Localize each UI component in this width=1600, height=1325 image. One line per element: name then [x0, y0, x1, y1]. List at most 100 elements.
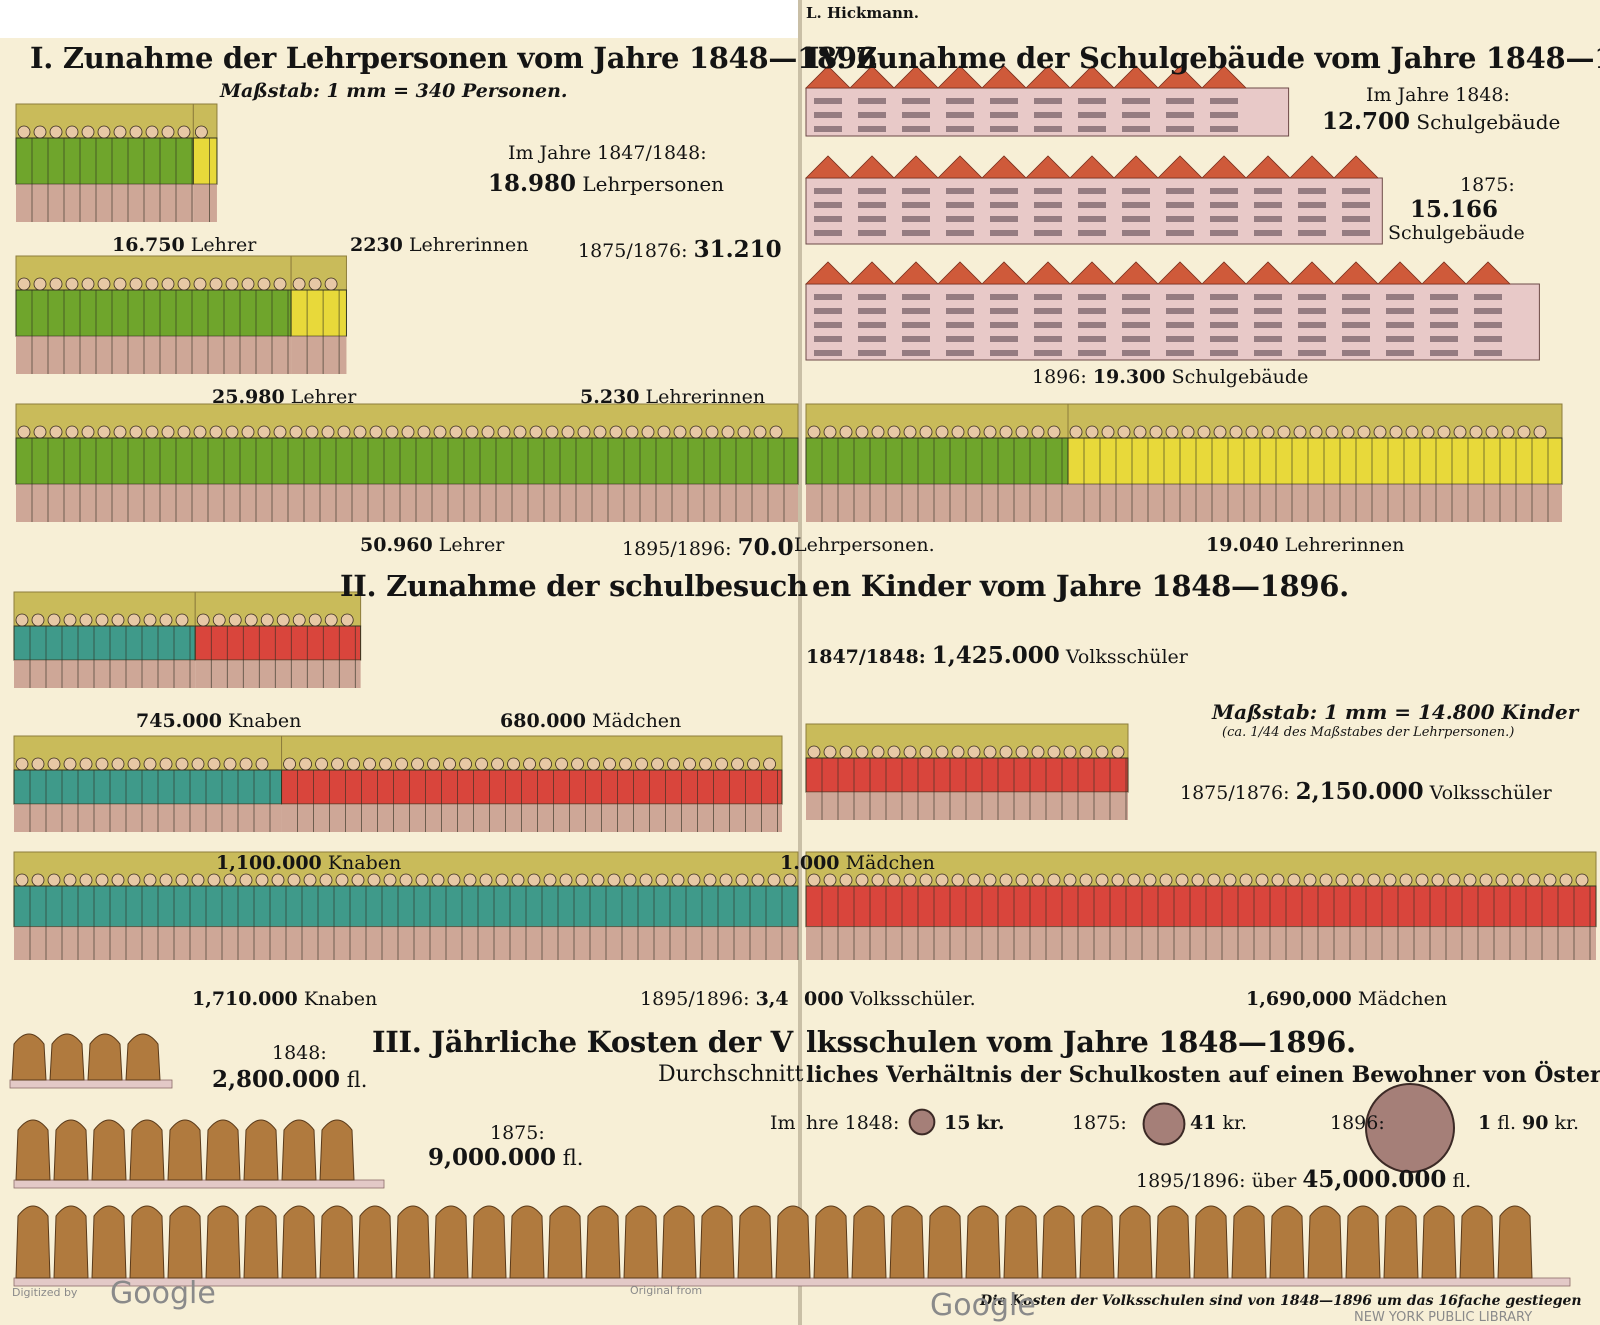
teachers-1895/1896-men: [15, 403, 799, 522]
pupils-1875/1876-girls-cont: [805, 723, 1129, 820]
teachers-1895/1896-men-figure: [49, 425, 63, 439]
pupils-1847/1848-girls-figure: [340, 613, 354, 627]
pupils-1895/1896-girls-figure: [1527, 873, 1541, 887]
teachers-1847/1848-men-figure: [49, 125, 63, 139]
teachers-1875/1876-men-figure: [225, 277, 239, 291]
teachers-1847/1848-men-figure: [177, 125, 191, 139]
buildings-1896-roof: [1465, 261, 1511, 285]
teachers-1875/1876-women-figure: [292, 277, 306, 291]
pupils-1875/1876-boys-figure: [143, 757, 157, 771]
t1848-women-label: 2230 Lehrerinnen: [350, 234, 529, 256]
buildings-1848-window: [1166, 98, 1194, 104]
pupils-1847/1848-boys-figure: [63, 613, 77, 627]
buildings-1848-window: [946, 126, 974, 132]
pupils-1895/1896-boys-figure: [671, 873, 685, 887]
buildings-1896-window: [1210, 308, 1238, 314]
pupils-1895/1896-boys-figure: [751, 873, 765, 887]
pupils-1895/1896-boys-figure: [783, 873, 797, 887]
buildings-1896-window: [1078, 308, 1106, 314]
costs-1895/1896-sack: [1193, 1205, 1229, 1279]
buildings-1848-roof: [937, 65, 983, 89]
buildings-1896-roof: [1113, 261, 1159, 285]
buildings-1875-window: [858, 230, 886, 236]
buildings-1896-window: [990, 336, 1018, 342]
pupils-1895/1896-girls-figure: [1255, 873, 1269, 887]
pupils-1875/1876-boys-figure: [191, 757, 205, 771]
pupils-1875/1876-girls-cont-figure: [1063, 745, 1077, 759]
buildings-1896-window: [858, 294, 886, 300]
pupils-1875/1876-girls-cont-figure: [983, 745, 997, 759]
teachers-1895/1896-women-figure: [1069, 425, 1083, 439]
costs-1895/1896-sack: [1079, 1205, 1115, 1279]
buildings-1896-window: [902, 350, 930, 356]
costs-1895/1896-shelf: [13, 1277, 1571, 1287]
pupils-1895/1896-girls-figure: [1351, 873, 1365, 887]
p1896-total: 1895/1896: 3,4: [640, 988, 789, 1010]
buildings-1848-window: [1210, 98, 1238, 104]
costs-1895/1896-sack: [889, 1205, 925, 1279]
pupils-1875/1876-girls-figure: [507, 757, 520, 771]
buildings-1875-roof: [893, 155, 939, 179]
costs-1895/1896-sack: [775, 1205, 811, 1279]
pupils-1875/1876-girls-cont-figure: [839, 745, 853, 759]
buildings-1896-window: [814, 308, 842, 314]
teachers-1895/1896-men-figure: [641, 425, 655, 439]
pupils-1875/1876-girls-figure: [683, 757, 696, 771]
buildings-1875-roof: [1245, 155, 1291, 179]
buildings-1848-window: [814, 126, 842, 132]
buildings-1896-window: [1386, 308, 1414, 314]
teachers-1895/1896-men-cont-bodies: [805, 437, 1069, 485]
title-costs-right: lksschulen vom Jahre 1848—1896.: [806, 1025, 1356, 1059]
pupils-1875/1876-girls-cont-legs: [806, 792, 1128, 820]
teachers-1847/1848-men-figure: [65, 125, 79, 139]
buildings-1896-roof: [849, 261, 895, 285]
buildings-1896-window: [1122, 308, 1150, 314]
b1848-heading: Im Jahre 1848:: [1366, 84, 1510, 106]
buildings-1848-window: [858, 98, 886, 104]
pupils-1875/1876-girls-figure: [667, 757, 680, 771]
buildings-1875-window: [1122, 230, 1150, 236]
pupils-1895/1896-boys-figure: [239, 873, 253, 887]
pupils-1875/1876-girls-figure: [731, 757, 744, 771]
costs-1895/1896-sack: [281, 1205, 317, 1279]
pupils-1875/1876-girls-cont-figure: [1079, 745, 1093, 759]
teachers-1895/1896-women-legs: [1068, 484, 1562, 522]
buildings-1875-window: [1298, 202, 1326, 208]
buildings-1896-window: [1122, 294, 1150, 300]
pupils-1895/1896-girls-figure: [1079, 873, 1093, 887]
buildings-1896-window: [858, 308, 886, 314]
t1848-men-label: 16.750 Lehrer: [112, 234, 257, 256]
teachers-1847/1848-men-figure: [161, 125, 175, 139]
pc1896-value: 1 fl. 90 kr.: [1478, 1112, 1580, 1134]
costs-1895/1896-sack: [1497, 1205, 1533, 1279]
buildings-1896-roof: [893, 261, 939, 285]
pupils-1895/1896-girls-figure: [1463, 873, 1477, 887]
buildings-1896-window: [946, 322, 974, 328]
teachers-1895/1896-women-figure: [1453, 425, 1467, 439]
teachers-1895/1896-men-figure: [161, 425, 175, 439]
buildings-1896-window: [1474, 308, 1502, 314]
pupils-1895/1896-girls-figure: [1015, 873, 1029, 887]
teachers-1895/1896-women-figure: [1405, 425, 1419, 439]
buildings-1875-window: [1078, 202, 1106, 208]
teachers-1895/1896-women-figure: [1101, 425, 1115, 439]
buildings-1896-window: [1166, 294, 1194, 300]
pupils-1895/1896-boys-figure: [655, 873, 669, 887]
buildings-1875-roof: [1333, 155, 1379, 179]
teachers-1895/1896-men-figure: [177, 425, 191, 439]
pupils-1895/1896-girls-figure: [983, 873, 997, 887]
teachers-1895/1896-men-cont-figure: [999, 425, 1013, 439]
scale-pupils: Maßstab: 1 mm = 14.800 Kinder: [1212, 700, 1579, 724]
buildings-1896-window: [1298, 336, 1326, 342]
pupils-1875/1876-girls-bodies: [281, 769, 783, 805]
pupils-1895/1896-boys-figure: [607, 873, 621, 887]
buildings-1848-roof: [1069, 65, 1115, 89]
buildings-1875-window: [990, 230, 1018, 236]
pupils-1847/1848-girls-legs: [195, 660, 361, 688]
teachers-1895/1896-women-figure: [1485, 425, 1499, 439]
teachers-1895/1896-men-figure: [721, 425, 735, 439]
buildings-1896-window: [990, 294, 1018, 300]
costs-1848-sack: [87, 1033, 123, 1081]
pupils-1875/1876-boys-figure: [31, 757, 45, 771]
buildings-1896-window: [1210, 336, 1238, 342]
